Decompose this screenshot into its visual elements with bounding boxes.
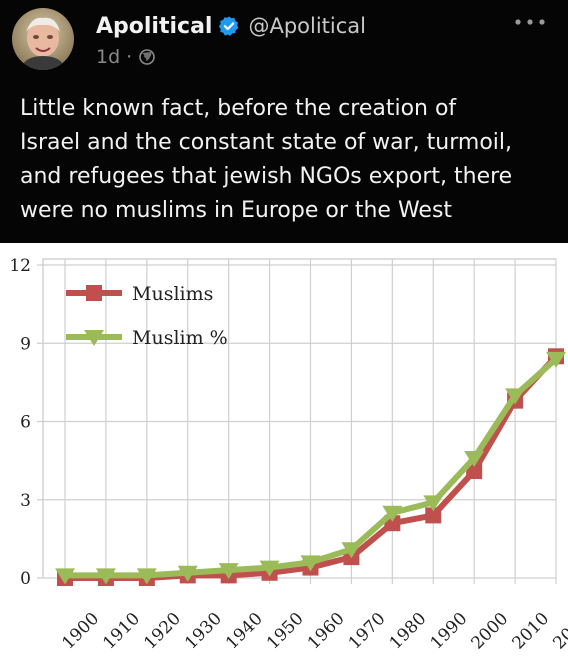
avatar[interactable] [12,8,74,70]
plot-area [42,258,557,579]
x-tick-label: 1910 [99,609,144,654]
data-point-muslim-percent [300,555,321,572]
legend-label: Muslims [132,283,213,305]
data-point-muslim-percent [382,505,403,522]
data-point-muslim-percent [136,568,157,585]
y-tick-label: 0 [20,569,31,589]
post-meta: 1d · [96,46,156,68]
x-tick-label: 2000 [468,609,513,654]
data-point-muslims [466,463,483,480]
post-time[interactable]: 1d [96,46,121,68]
data-point-muslim-percent [218,563,239,580]
x-tick-label: 1970 [345,609,390,654]
data-point-muslim-percent [341,542,362,559]
y-tick-label: 9 [20,334,31,354]
x-tick-label: 1940 [222,609,267,654]
verified-badge-icon [218,15,240,37]
post-text: Little known fact, before the creation o… [20,96,513,223]
x-tick-label: 1920 [140,609,185,654]
handle[interactable]: @Apolitical [248,14,366,38]
x-tick-label: 2020 [549,609,568,654]
data-point-muslim-percent [546,351,566,368]
chart-svg: 0369121900191019201930194019501960197019… [9,256,568,654]
x-tick-label: 2010 [508,609,553,654]
x-tick-label: 1950 [263,609,308,654]
data-point-muslim-percent [464,451,485,468]
legend-marker-muslim-percent [84,330,104,346]
data-point-muslim-percent [505,388,526,405]
chart: 0 3 6 9 12 1900 1910 1920 1930 1940 1950 1960 1970 19… [0,243,568,664]
data-point-muslims [425,507,442,524]
more-options-icon[interactable] [510,10,550,34]
data-point-muslim-percent [95,568,116,585]
x-tick-label: 1990 [427,609,472,654]
data-point-muslim-percent [259,560,280,577]
globe-icon [138,48,156,66]
data-point-muslim-percent [55,568,75,585]
legend-label: Muslim % [132,327,228,349]
y-tick-label: 12 [9,256,31,276]
data-point-muslim-percent [177,565,198,582]
display-name[interactable]: Apolitical [96,13,213,39]
y-tick-label: 6 [20,413,31,433]
legend-marker-muslims [86,285,102,301]
x-tick-label: 1900 [58,609,103,654]
author-row: Apolitical @Apolitical [96,11,366,41]
y-tick-label: 3 [20,491,31,511]
x-tick-label: 1930 [181,609,226,654]
profile-photo [12,8,74,70]
data-point-muslim-percent [423,495,444,512]
meta-separator: · [126,46,133,68]
x-tick-label: 1960 [304,609,349,654]
x-tick-label: 1980 [386,609,431,654]
